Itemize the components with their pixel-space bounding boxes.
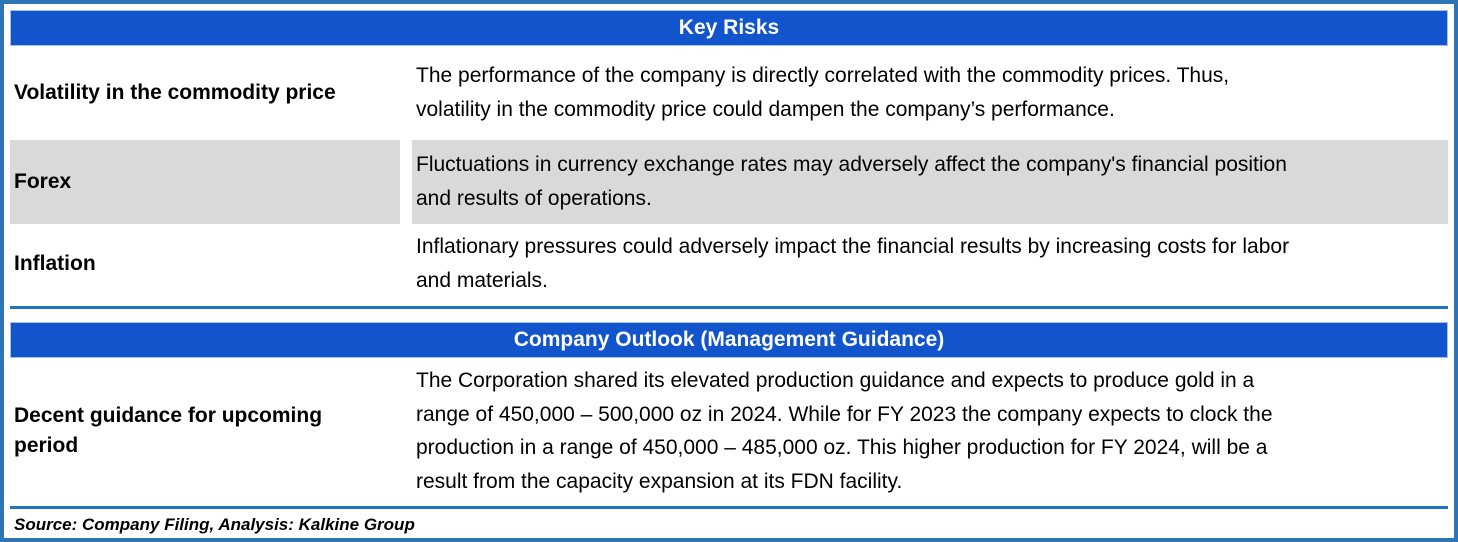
table-row: Forex Fluctuations in currency exchange …: [10, 140, 1448, 224]
table-row: Inflation Inflationary pressures could a…: [10, 224, 1448, 304]
risk-label-forex: Forex: [10, 140, 400, 224]
company-outlook-header: Company Outlook (Management Guidance): [10, 322, 1448, 358]
key-risks-header: Key Risks: [10, 10, 1448, 46]
table-row: Volatility in the commodity price The pe…: [10, 46, 1448, 140]
table-row: Decent guidance for upcoming period The …: [10, 358, 1448, 504]
source-note: Source: Company Filing, Analysis: Kalkin…: [14, 515, 415, 535]
outlook-label-guidance: Decent guidance for upcoming period: [14, 403, 323, 458]
risk-label-inflation: Inflation: [14, 251, 96, 275]
risk-description-forex: Fluctuations in currency exchange rates …: [412, 140, 1448, 224]
section-divider: [10, 306, 1448, 309]
risk-description-inflation: Inflationary pressures could adversely i…: [416, 235, 1290, 292]
risk-label-volatility: Volatility in the commodity price: [14, 80, 336, 104]
outlook-description-guidance: The Corporation shared its elevated prod…: [416, 369, 1273, 493]
footer-divider: [10, 506, 1448, 510]
key-risks-section: Key Risks Volatility in the commodity pr…: [10, 10, 1448, 309]
company-outlook-section: Company Outlook (Management Guidance) De…: [10, 322, 1448, 504]
risk-description-volatility: The performance of the company is direct…: [416, 64, 1230, 121]
